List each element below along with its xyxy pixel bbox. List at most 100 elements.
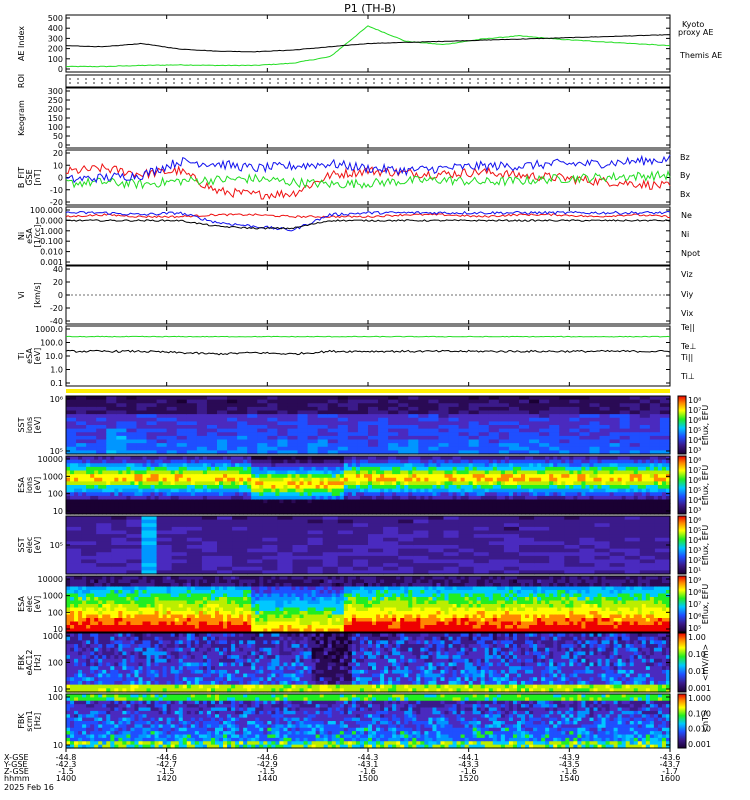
spectrogram-cell bbox=[625, 459, 631, 464]
sst-ion-cbar-tick: 10³ bbox=[688, 446, 701, 455]
spectrogram-cell bbox=[534, 519, 550, 524]
spectrogram-cell bbox=[480, 492, 486, 497]
spectrogram-cell bbox=[639, 516, 656, 521]
spectrogram-cell bbox=[464, 477, 470, 482]
spectrogram-cell bbox=[589, 481, 595, 486]
spectrogram-cell bbox=[126, 481, 132, 486]
spectrogram-cell bbox=[335, 481, 341, 486]
spectrogram-cell bbox=[428, 541, 445, 546]
spectrogram-cell bbox=[388, 495, 393, 501]
y-tick-label: 150 bbox=[48, 114, 63, 123]
spectrogram-cell bbox=[519, 406, 530, 412]
spectrogram-cell bbox=[198, 492, 204, 497]
spectrogram-cell bbox=[424, 474, 429, 479]
vi-zero-dot bbox=[411, 294, 413, 296]
spectrogram-cell bbox=[351, 477, 357, 482]
spectrogram-cell bbox=[262, 566, 278, 571]
spectrogram-cell bbox=[533, 499, 538, 504]
spectrogram-cell bbox=[142, 628, 148, 633]
spectrogram-cell bbox=[98, 481, 103, 486]
spectrogram-cell bbox=[529, 459, 534, 464]
spectrogram-cell bbox=[118, 583, 123, 588]
spectrogram-cell bbox=[106, 446, 117, 451]
spectrogram-cell bbox=[408, 503, 413, 508]
spectrogram-cell bbox=[594, 559, 611, 564]
spectrogram-cell bbox=[380, 510, 385, 515]
vi-zero-dot bbox=[663, 294, 665, 296]
spectrogram-cell bbox=[368, 428, 379, 433]
spectrogram-cell bbox=[142, 614, 148, 619]
spectrogram-cell bbox=[166, 406, 178, 412]
spectrogram-cell bbox=[589, 492, 595, 497]
spectrogram-cell bbox=[641, 459, 647, 464]
spectrogram-cell bbox=[529, 485, 534, 490]
spectrogram-cell bbox=[227, 499, 232, 504]
spectrogram-cell bbox=[649, 488, 655, 493]
spectrogram-cell bbox=[619, 428, 631, 433]
spectrogram-cell bbox=[347, 425, 359, 430]
spectrogram-cell bbox=[368, 499, 373, 504]
vi-zero-dot bbox=[263, 294, 265, 296]
spectrogram-cell bbox=[116, 410, 127, 415]
spectrogram-cell bbox=[496, 503, 502, 508]
spectrogram-cell bbox=[621, 456, 627, 461]
spectrogram-cell bbox=[347, 399, 359, 404]
spectrogram-cell bbox=[126, 593, 132, 598]
spectrogram-cell bbox=[122, 590, 127, 595]
spectrogram-cell bbox=[339, 466, 345, 472]
spectrogram-cell bbox=[633, 503, 639, 508]
spectrogram-cell bbox=[322, 563, 339, 568]
spectrogram-cell bbox=[398, 410, 409, 415]
spectrogram-cell bbox=[553, 463, 558, 468]
spectrogram-cell bbox=[98, 600, 103, 605]
spectrogram-cell bbox=[545, 492, 550, 497]
spectrogram-cell bbox=[420, 466, 425, 472]
spectrogram-cell bbox=[271, 510, 276, 515]
spectrogram-cell bbox=[476, 477, 482, 482]
spectrogram-cell bbox=[613, 474, 619, 479]
spectrogram-cell bbox=[74, 477, 79, 482]
spectrogram-cell bbox=[291, 456, 297, 461]
spectrogram-cell bbox=[227, 485, 232, 490]
spectrogram-cell bbox=[114, 614, 119, 619]
spectrogram-cell bbox=[629, 499, 635, 504]
spectrogram-cell bbox=[257, 403, 268, 408]
spectrogram-cell bbox=[331, 474, 337, 479]
spectrogram-cell bbox=[98, 488, 103, 493]
spectrogram-cell bbox=[243, 477, 248, 482]
spectrogram-cell bbox=[158, 628, 164, 633]
spectrogram-cell bbox=[235, 477, 240, 482]
spectrogram-cell bbox=[134, 576, 140, 581]
spectrogram-cell bbox=[78, 499, 83, 504]
spectrogram-cell bbox=[257, 410, 268, 415]
spectrogram-cell bbox=[496, 470, 502, 475]
spectrogram-cell bbox=[126, 534, 143, 539]
spectrogram-cell bbox=[565, 499, 570, 504]
spectrogram-cell bbox=[190, 499, 196, 504]
spectrogram-cell bbox=[295, 510, 301, 515]
y-tick-label: 10⁵ bbox=[50, 541, 63, 550]
spectrogram-cell bbox=[597, 506, 603, 511]
spectrogram-cell bbox=[227, 488, 232, 493]
spectrogram-cell bbox=[247, 456, 252, 461]
spectrogram-cell bbox=[118, 593, 123, 598]
spectrogram-cell bbox=[277, 519, 294, 524]
spectrogram-cell bbox=[194, 463, 200, 468]
spectrogram-cell bbox=[247, 463, 252, 468]
spectrogram-cell bbox=[232, 537, 248, 542]
spectrogram-cell bbox=[214, 477, 220, 482]
spectrogram-cell bbox=[315, 463, 321, 468]
spectrogram-cell bbox=[82, 470, 87, 475]
spectrogram-cell bbox=[78, 593, 83, 598]
spectrogram-cell bbox=[196, 432, 208, 437]
spectrogram-cell bbox=[589, 410, 601, 415]
spectrogram-cell bbox=[343, 466, 349, 472]
spectrogram-cell bbox=[589, 499, 595, 504]
spectrogram-cell bbox=[219, 470, 224, 475]
spectrogram-cell bbox=[484, 466, 490, 472]
spectrogram-cell bbox=[589, 403, 601, 408]
spectrogram-cell bbox=[118, 456, 123, 461]
spectrogram-cell bbox=[70, 463, 75, 468]
spectrogram-cell bbox=[292, 545, 309, 550]
spectrogram-cell bbox=[219, 477, 224, 482]
